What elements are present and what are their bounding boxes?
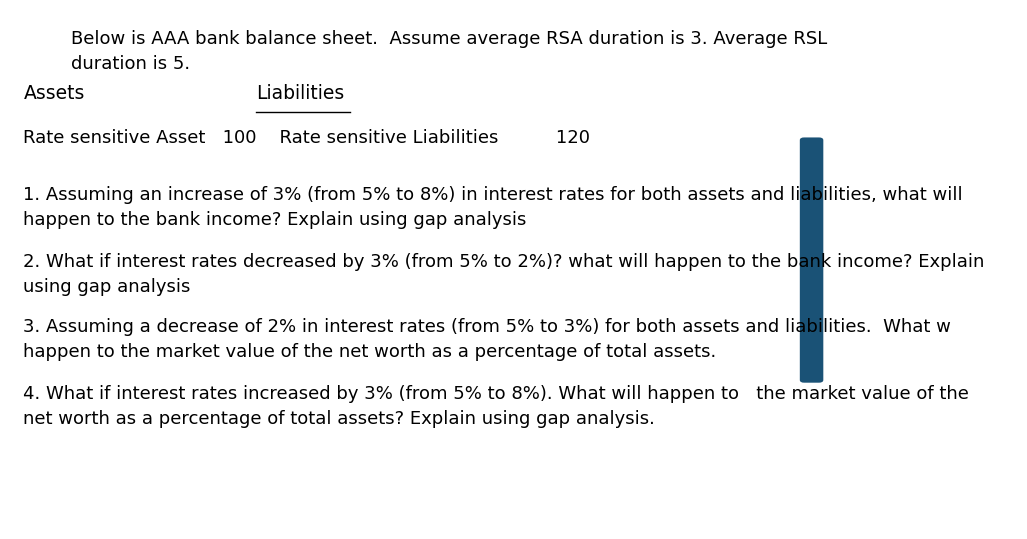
Text: 4. What if interest rates increased by 3% (from 5% to 8%). What will happen to  : 4. What if interest rates increased by 3…	[24, 385, 969, 429]
Text: Rate sensitive Asset   100    Rate sensitive Liabilities          120: Rate sensitive Asset 100 Rate sensitive …	[24, 129, 591, 147]
Text: 3. Assuming a decrease of 2% in interest rates (from 5% to 3%) for both assets a: 3. Assuming a decrease of 2% in interest…	[24, 318, 951, 361]
Text: 2. What if interest rates decreased by 3% (from 5% to 2%)? what will happen to t: 2. What if interest rates decreased by 3…	[24, 253, 985, 296]
Text: Assets: Assets	[24, 84, 85, 102]
Text: Below is AAA bank balance sheet.  Assume average RSA duration is 3. Average RSL
: Below is AAA bank balance sheet. Assume …	[71, 30, 828, 73]
Text: Liabilities: Liabilities	[256, 84, 344, 102]
FancyBboxPatch shape	[800, 137, 824, 383]
Text: 1. Assuming an increase of 3% (from 5% to 8%) in interest rates for both assets : 1. Assuming an increase of 3% (from 5% t…	[24, 186, 963, 229]
